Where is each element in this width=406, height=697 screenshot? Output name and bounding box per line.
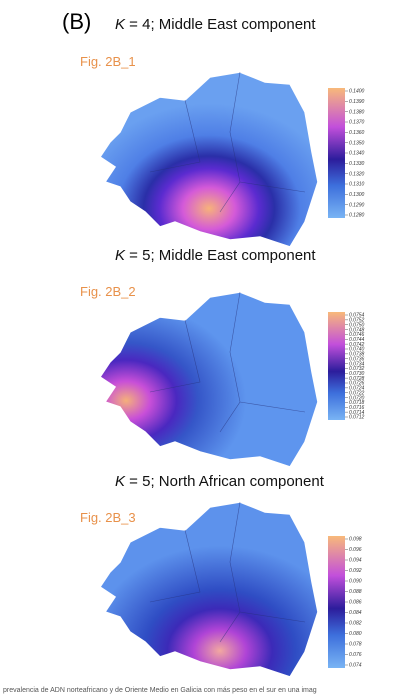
map xyxy=(99,291,319,468)
colorbar-label: 0.0728 xyxy=(349,376,365,382)
colorbar-label: 0.0744 xyxy=(349,337,365,343)
colorbar-label: 0.094 xyxy=(349,558,362,564)
colorbar xyxy=(328,536,345,668)
map-title: K = 5; North African component xyxy=(115,473,325,490)
province-border xyxy=(149,501,306,643)
colorbar-label: 0.0724 xyxy=(349,386,365,392)
colorbar-label: 0.0754 xyxy=(349,313,365,319)
colorbar-label: 0.090 xyxy=(349,579,362,585)
colorbar-label: 0.0738 xyxy=(349,352,365,358)
colorbar-label: 0.076 xyxy=(349,652,362,658)
map-title: K = 4; Middle East component xyxy=(115,16,316,33)
title-text: = 5; North African component xyxy=(125,473,325,490)
region xyxy=(99,501,319,678)
colorbar-label: 0.0732 xyxy=(349,366,365,372)
colorbar-label: 0.1320 xyxy=(349,171,365,177)
colorbar-label: 0.1330 xyxy=(349,161,365,167)
title-variable: K xyxy=(115,247,126,264)
map xyxy=(99,71,319,248)
colorbar xyxy=(328,312,345,420)
colorbar-label: 0.0752 xyxy=(349,318,365,324)
colorbar-label: 0.1280 xyxy=(349,213,365,219)
colorbar-label: 0.1400 xyxy=(349,89,365,95)
colorbar-label: 0.098 xyxy=(349,537,362,543)
colorbar-label: 0.074 xyxy=(349,663,362,669)
colorbar-label: 0.0746 xyxy=(349,332,365,338)
colorbar-label: 0.088 xyxy=(349,589,362,595)
colorbar-label: 0.0712 xyxy=(349,415,365,421)
title-text: = 4; Middle East component xyxy=(125,16,316,33)
figure-label: Fig. 2B_1 xyxy=(80,54,136,69)
colorbar-label: 0.1380 xyxy=(349,109,365,115)
colorbar xyxy=(328,88,345,218)
colorbar-label: 0.1290 xyxy=(349,202,365,208)
colorbar-label: 0.078 xyxy=(349,642,362,648)
colorbar-label: 0.0750 xyxy=(349,322,365,328)
title-variable: K xyxy=(115,16,126,33)
colorbar-label: 0.0726 xyxy=(349,381,365,387)
province-border xyxy=(149,71,306,213)
colorbar-label: 0.0734 xyxy=(349,361,365,367)
colorbar-label: 0.092 xyxy=(349,568,362,574)
map xyxy=(99,501,319,678)
panel-label: (B) xyxy=(62,9,91,34)
colorbar-label: 0.0716 xyxy=(349,405,365,411)
colorbar-label: 0.0718 xyxy=(349,400,365,406)
colorbar-label: 0.080 xyxy=(349,631,362,637)
colorbar-label: 0.0742 xyxy=(349,342,365,348)
colorbar-label: 0.0722 xyxy=(349,390,365,396)
title-variable: K xyxy=(115,473,126,490)
colorbar-label: 0.1300 xyxy=(349,192,365,198)
figure-label: Fig. 2B_2 xyxy=(80,284,136,299)
map-title: K = 5; Middle East component xyxy=(115,247,316,264)
region xyxy=(99,291,319,468)
colorbar-label: 0.086 xyxy=(349,600,362,606)
colorbar-label: 0.096 xyxy=(349,547,362,553)
colorbar-label: 0.082 xyxy=(349,621,362,627)
colorbar-label: 0.0736 xyxy=(349,356,365,362)
colorbar-label: 0.0714 xyxy=(349,410,365,416)
colorbar-label: 0.0730 xyxy=(349,371,365,377)
caption: prevalencia de ADN norteafricano y de Or… xyxy=(3,687,317,694)
colorbar-label: 0.1310 xyxy=(349,182,365,188)
colorbar-label: 0.1390 xyxy=(349,99,365,105)
colorbar-label: 0.1340 xyxy=(349,151,365,157)
province-border xyxy=(149,291,306,433)
region xyxy=(99,71,319,248)
colorbar-label: 0.084 xyxy=(349,610,362,616)
colorbar-label: 0.0720 xyxy=(349,395,365,401)
colorbar-label: 0.1370 xyxy=(349,120,365,126)
colorbar-label: 0.1350 xyxy=(349,140,365,146)
title-text: = 5; Middle East component xyxy=(125,247,316,264)
colorbar-label: 0.0748 xyxy=(349,327,365,333)
colorbar-label: 0.1360 xyxy=(349,130,365,136)
colorbar-label: 0.0740 xyxy=(349,347,365,353)
figure-label: Fig. 2B_3 xyxy=(80,510,136,525)
